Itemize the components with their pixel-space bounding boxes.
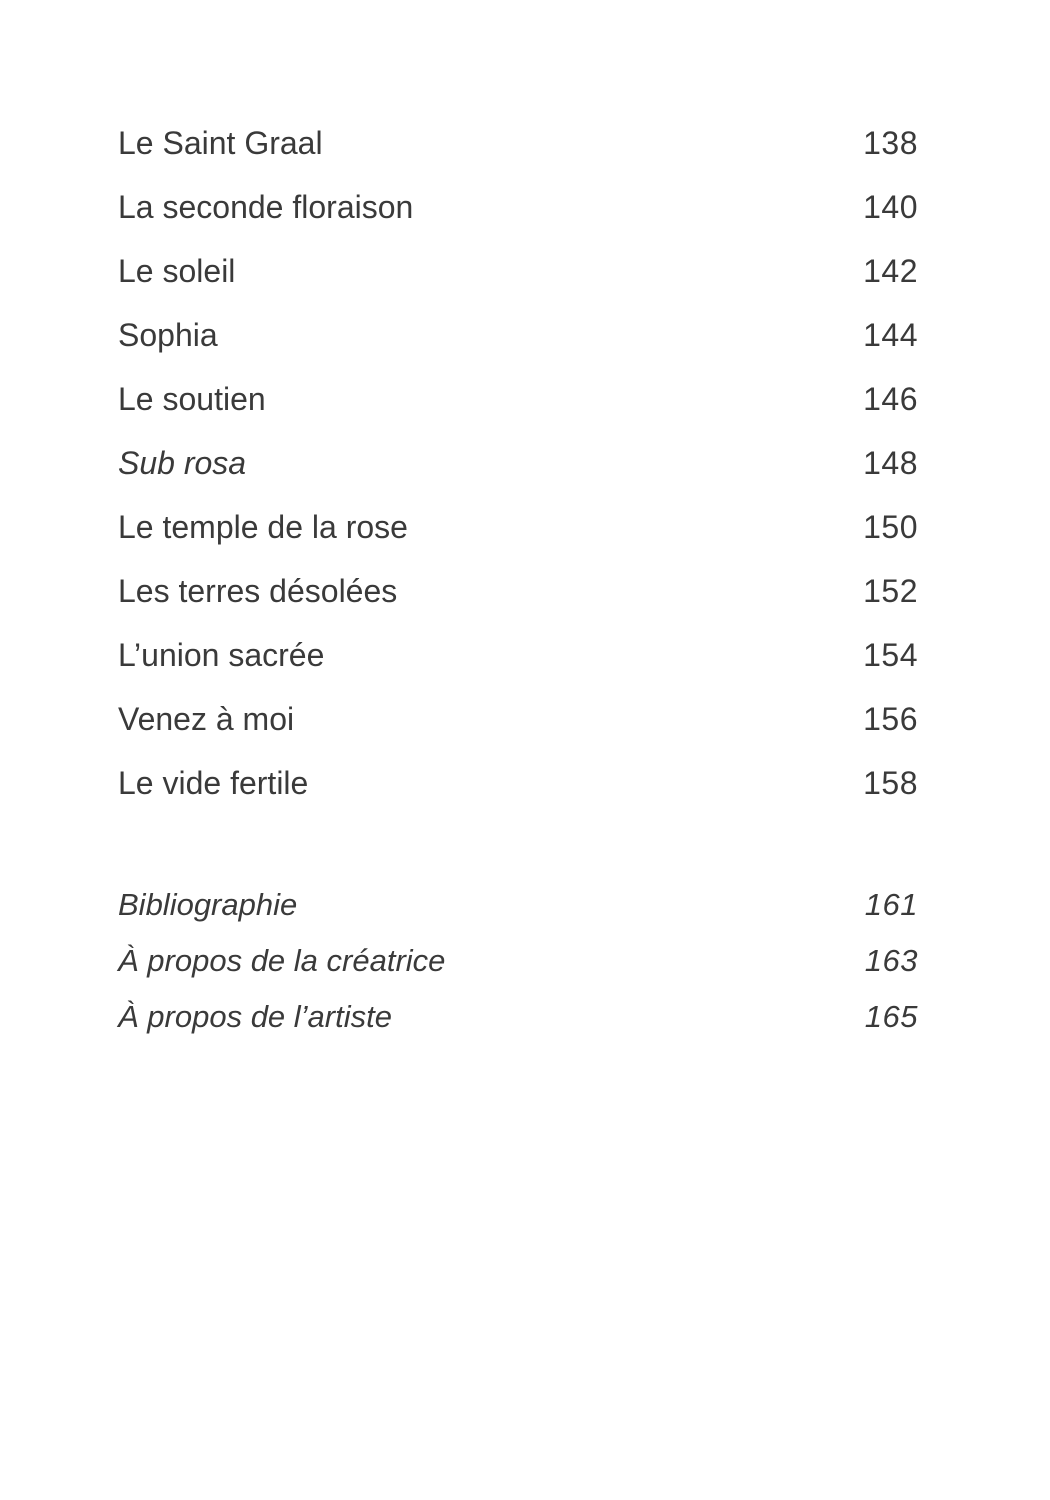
toc-entry[interactable]: Sub rosa 148 <box>118 443 918 483</box>
entry-page: 142 <box>863 252 918 289</box>
toc-entry[interactable]: Sophia 144 <box>118 315 918 355</box>
entry-title: La seconde floraison <box>118 188 414 225</box>
toc-entry[interactable]: Le soleil 142 <box>118 251 918 291</box>
entry-title: Les terres désolées <box>118 572 398 609</box>
entry-page: 152 <box>863 572 918 609</box>
entry-title: L’union sacrée <box>118 636 325 673</box>
entry-title: Bibliographie <box>118 887 298 922</box>
entry-page: 161 <box>864 887 918 922</box>
entry-title: Sub rosa <box>118 444 247 481</box>
back-matter-entry[interactable]: Bibliographie 161 <box>118 885 918 925</box>
entry-page: 163 <box>864 943 918 978</box>
entry-page: 140 <box>863 188 918 225</box>
toc-entry[interactable]: Le vide fertile 158 <box>118 763 918 803</box>
entry-page: 165 <box>864 999 918 1034</box>
entry-page: 154 <box>863 636 918 673</box>
entry-page: 148 <box>863 444 918 481</box>
toc-entry[interactable]: Venez à moi 156 <box>118 699 918 739</box>
entry-title: À propos de l’artiste <box>118 999 392 1034</box>
back-matter-entry[interactable]: À propos de la créatrice 163 <box>118 941 918 981</box>
entry-page: 138 <box>863 124 918 161</box>
entry-page: 144 <box>863 316 918 353</box>
toc-entry[interactable]: Les terres désolées 152 <box>118 571 918 611</box>
back-matter-entry[interactable]: À propos de l’artiste 165 <box>118 997 918 1037</box>
entry-title: À propos de la créatrice <box>118 943 446 978</box>
entry-title: Venez à moi <box>118 700 295 737</box>
toc-entry[interactable]: Le Saint Graal 138 <box>118 123 918 163</box>
entry-title: Le soutien <box>118 380 266 417</box>
toc-entry[interactable]: La seconde floraison 140 <box>118 187 918 227</box>
toc-entry[interactable]: Le temple de la rose 150 <box>118 507 918 547</box>
entry-page: 150 <box>863 508 918 545</box>
entry-page: 156 <box>863 700 918 737</box>
toc-entry[interactable]: Le soutien 146 <box>118 379 918 419</box>
entry-page: 146 <box>863 380 918 417</box>
entry-title: Le vide fertile <box>118 764 309 801</box>
toc-entry[interactable]: L’union sacrée 154 <box>118 635 918 675</box>
entry-title: Le temple de la rose <box>118 508 408 545</box>
entry-page: 158 <box>863 764 918 801</box>
entry-title: Le soleil <box>118 252 236 289</box>
entry-title: Sophia <box>118 316 218 353</box>
entry-title: Le Saint Graal <box>118 124 323 161</box>
